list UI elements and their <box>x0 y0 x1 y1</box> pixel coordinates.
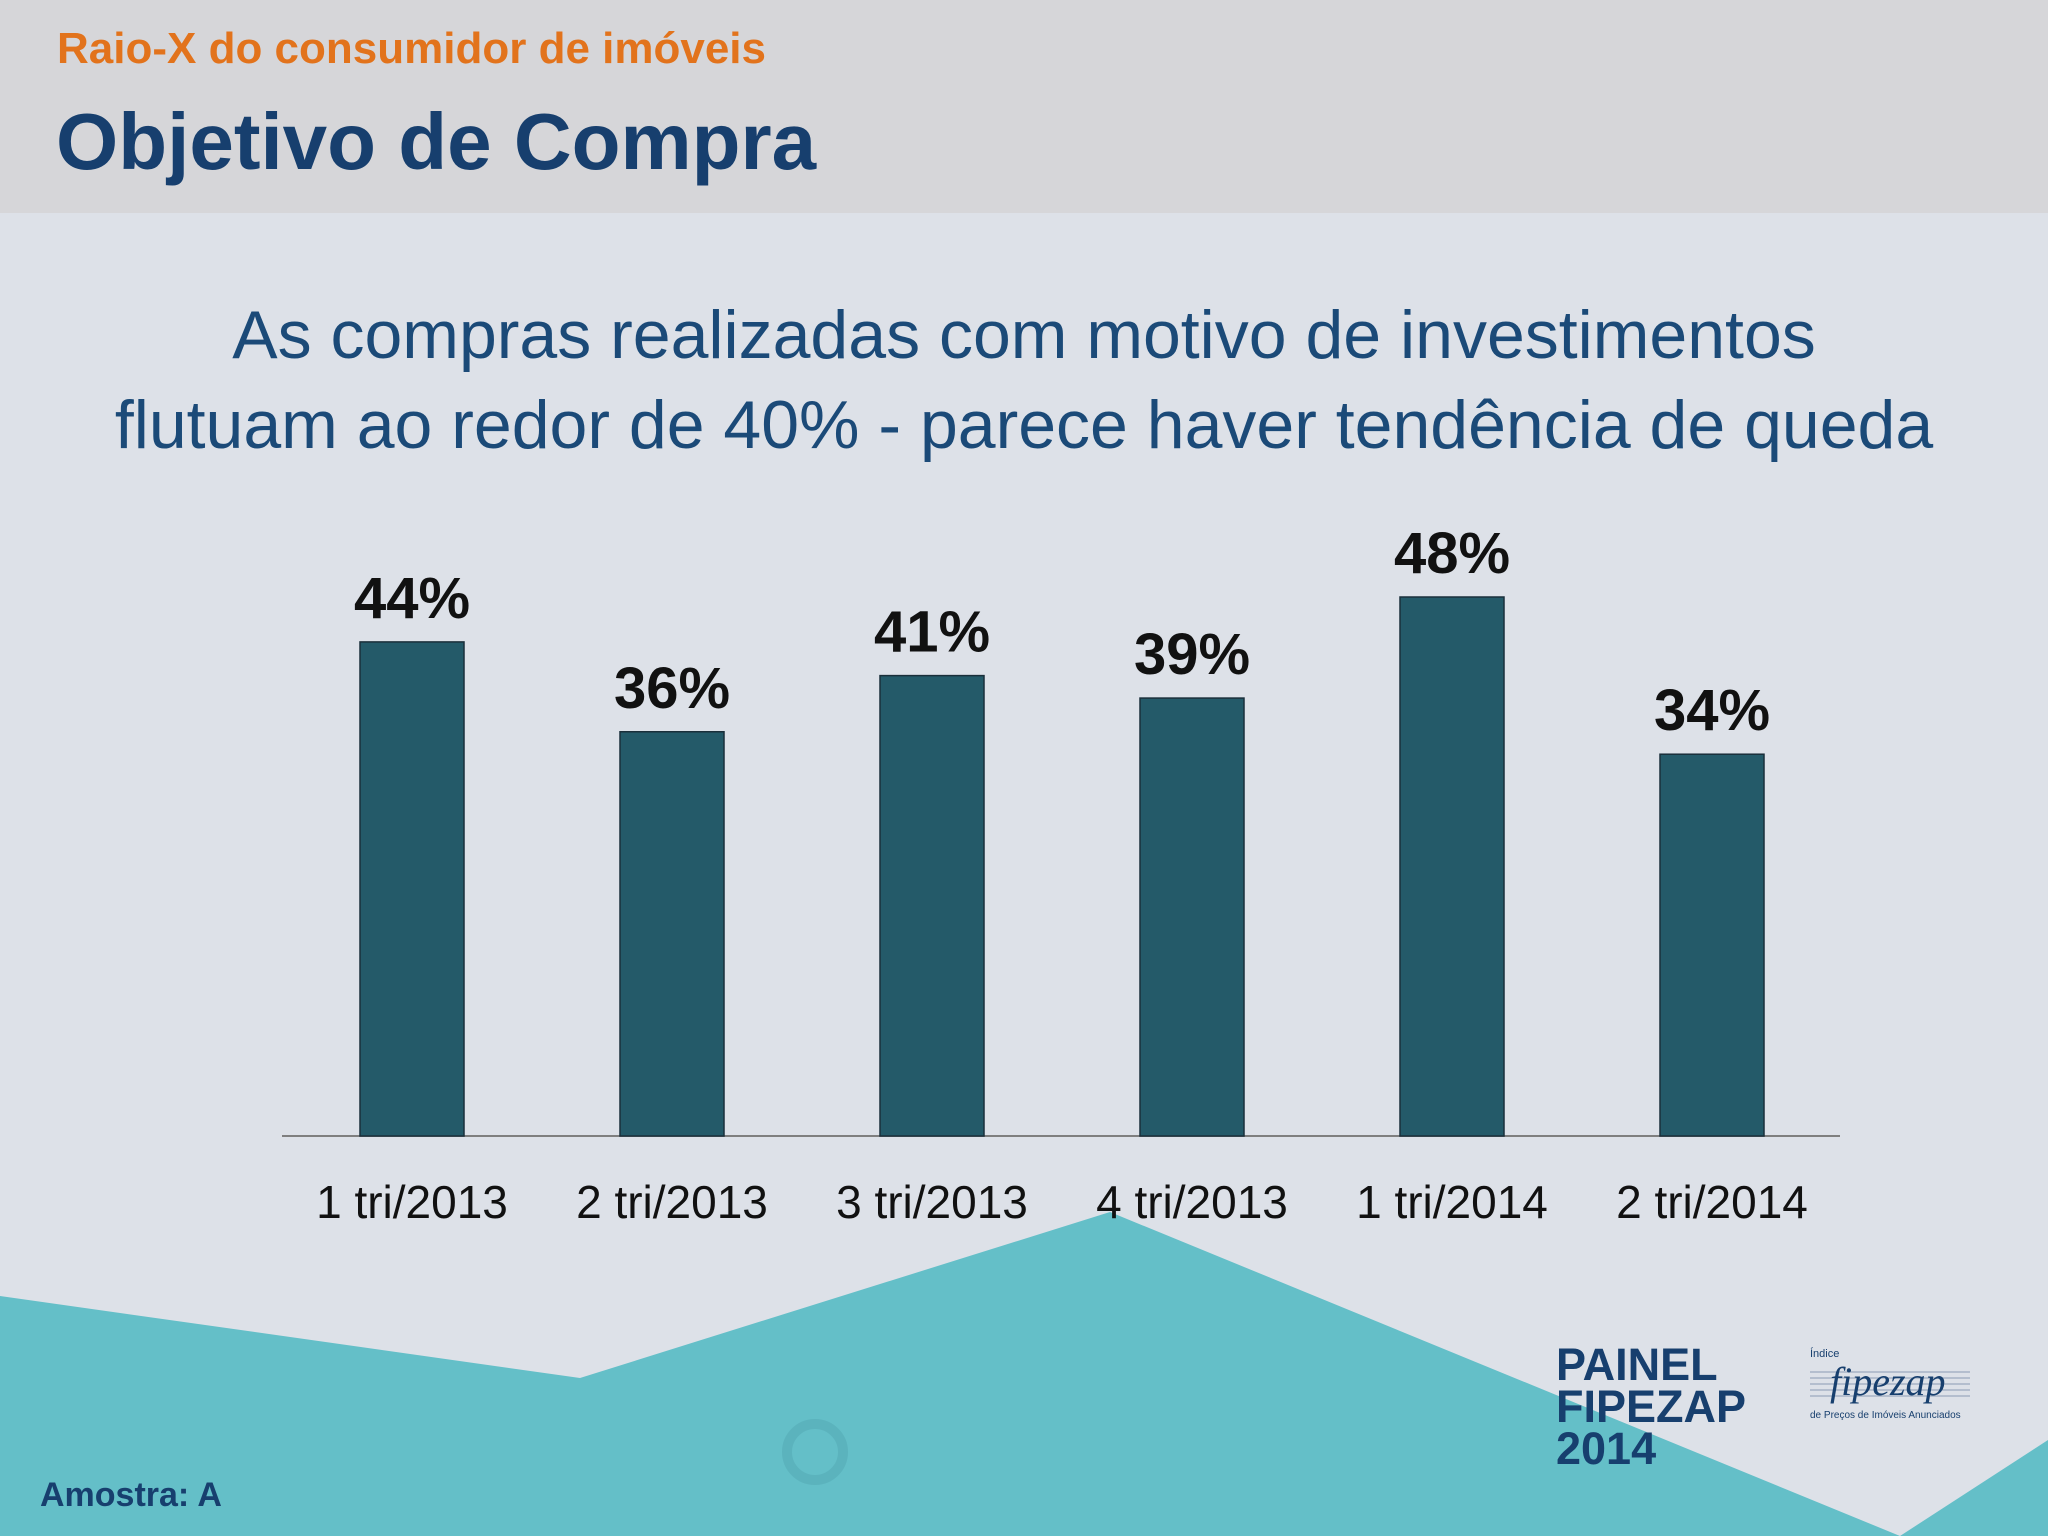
x-tick-label: 1 tri/2013 <box>316 1176 508 1228</box>
bar-value-label: 48% <box>1394 521 1510 586</box>
headline-line-1: As compras realizadas com motivo de inve… <box>232 297 1816 373</box>
painel-logo-line-1: PAINEL <box>1556 1339 1718 1390</box>
x-tick-label: 3 tri/2013 <box>836 1176 1028 1228</box>
bar-value-label: 39% <box>1134 622 1250 687</box>
bar-value-label: 44% <box>354 566 470 631</box>
bar <box>1399 596 1505 1137</box>
bar-value-label: 41% <box>874 600 990 665</box>
page-title: Objetivo de Compra <box>56 97 817 186</box>
header-band: Raio-X do consumidor de imóveis Objetivo… <box>0 0 2048 213</box>
sample-label: Amostra: A <box>40 1476 222 1514</box>
fipezap-tagline: de Preços de Imóveis Anunciados <box>1810 1410 1961 1421</box>
bar <box>879 674 985 1137</box>
x-tick-label: 1 tri/2014 <box>1356 1176 1548 1228</box>
bar-value-label: 36% <box>614 656 730 721</box>
painel-fipezap-logo: PAINEL FIPEZAP 2014 <box>1556 1339 1747 1474</box>
bar <box>1659 753 1765 1137</box>
section-kicker: Raio-X do consumidor de imóveis <box>57 24 767 73</box>
fipezap-staff-lines <box>1810 1371 1970 1397</box>
x-tick-label: 4 tri/2013 <box>1096 1176 1288 1228</box>
x-tick-label: 2 tri/2014 <box>1616 1176 1808 1228</box>
painel-logo-line-2: FIPEZAP <box>1556 1381 1747 1432</box>
bar <box>359 641 465 1137</box>
fipezap-indice-text: Índice <box>1810 1348 1840 1360</box>
headline-line-2: flutuam ao redor de 40% - parece haver t… <box>114 387 1934 463</box>
x-tick-label: 2 tri/2013 <box>576 1176 768 1228</box>
bar-value-label: 34% <box>1654 678 1770 743</box>
painel-logo-line-3: 2014 <box>1556 1423 1657 1474</box>
chart-headline: As compras realizadas com motivo de inve… <box>0 290 2048 470</box>
bar <box>619 731 725 1137</box>
bar <box>1139 697 1245 1137</box>
fipezap-index-logo: Índice fipezap de Preços de Imóveis Anun… <box>1810 1348 1970 1428</box>
fipezap-name-text: fipezap <box>1830 1359 1946 1404</box>
